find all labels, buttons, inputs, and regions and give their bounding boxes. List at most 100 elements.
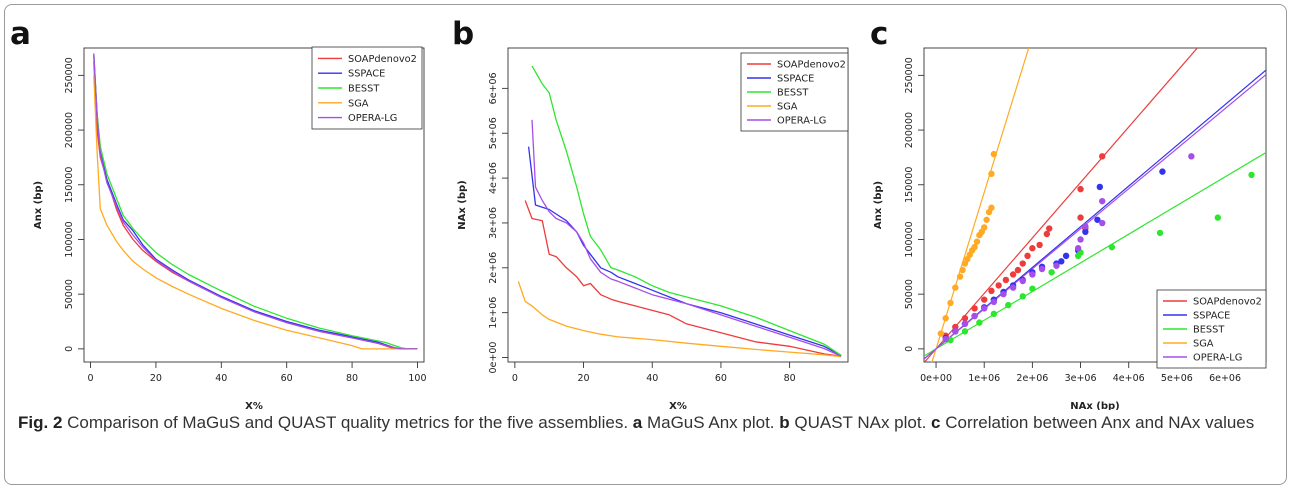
scatter-point-soapdenovo2 <box>961 315 969 322</box>
x-tick-label: 0e+00 <box>920 373 952 384</box>
scatter-point-sspace <box>1159 168 1166 175</box>
scatter-point-sga <box>947 299 954 307</box>
x-tick-label: 2e+06 <box>1016 373 1048 384</box>
chart-legend: SOAPdenovo2 SSPACE BESST SGA OPERA-LG <box>311 46 423 130</box>
y-tick-label: 3e+06 <box>488 207 499 239</box>
chart-legend: SOAPdenovo2 SSPACE BESST SGA OPERA-LG <box>1156 289 1267 369</box>
y-axis-label: Anx (bp) <box>33 181 44 229</box>
y-tick-label: 250000 <box>904 57 915 93</box>
x-tick-label: 60 <box>281 373 293 384</box>
scatter-point-soapdenovo2 <box>1014 266 1022 274</box>
caption-text-3: QUAST NAx plot. <box>789 413 932 432</box>
scatter-point-opera-lg <box>1077 236 1084 243</box>
y-tick-label: 150000 <box>64 167 75 203</box>
panel-label-c: c <box>870 16 888 52</box>
x-tick-label: 40 <box>646 373 658 384</box>
y-tick-label: 100000 <box>904 221 915 257</box>
legend-entry-label: SGA <box>777 102 798 113</box>
caption-text-4: Correlation between Anx and NAx values <box>940 413 1255 432</box>
scatter-point-sspace <box>1094 216 1101 223</box>
scatter-point-soapdenovo2 <box>1077 185 1084 193</box>
regression-line-sga <box>931 48 1030 362</box>
series-line-sga <box>93 75 418 350</box>
legend-entry-label: OPERA-LG <box>348 113 397 124</box>
y-tick-label: 100000 <box>64 221 75 257</box>
x-tick-label: 20 <box>578 373 590 384</box>
scatter-point-opera-lg <box>981 305 988 312</box>
legend-entry-label: BESST <box>777 88 809 99</box>
scatter-point-soapdenovo2 <box>971 305 978 312</box>
scatter-point-besst <box>947 336 954 344</box>
scatter-point-opera-lg <box>990 298 998 306</box>
y-tick-label: 50000 <box>64 279 75 309</box>
scatter-point-besst <box>1029 285 1036 292</box>
scatter-point-sspace <box>1062 252 1070 260</box>
scatter-point-sga <box>988 204 995 211</box>
scatter-point-soapdenovo2 <box>1036 241 1043 249</box>
scatter-point-soapdenovo2 <box>1019 260 1026 267</box>
scatter-point-opera-lg <box>952 328 959 335</box>
scatter-point-soapdenovo2 <box>981 296 988 303</box>
scatter-point-opera-lg <box>1029 271 1036 278</box>
panel-label-a: a <box>10 16 31 52</box>
plot-frame <box>83 47 425 363</box>
caption-label-b: b <box>779 413 790 432</box>
scatter-point-sga <box>942 315 949 322</box>
series-line-opera-lg <box>531 119 842 357</box>
scatter-point-besst <box>1005 301 1012 309</box>
x-tick-label: 4e+06 <box>1113 373 1145 384</box>
y-tick-label: 0 <box>64 346 75 352</box>
scatter-point-opera-lg <box>1053 262 1060 269</box>
scatter-point-sga <box>983 216 990 223</box>
legend-entry-label: SSPACE <box>777 74 814 85</box>
x-tick-label: 40 <box>215 373 227 384</box>
scatter-point-besst <box>1019 293 1026 300</box>
x-tick-label: 0 <box>512 373 518 384</box>
plot-frame <box>923 47 1267 363</box>
legend-entry-label: SOAPdenovo2 <box>1193 297 1262 308</box>
scatter-point-opera-lg <box>1019 277 1026 285</box>
y-tick-label: 0 <box>904 346 915 352</box>
series-line-sspace <box>527 146 842 356</box>
y-tick-label: 1e+06 <box>488 297 499 329</box>
scatter-point-opera-lg <box>1188 153 1195 160</box>
scatter-point-besst <box>990 310 998 318</box>
scatter-point-soapdenovo2 <box>1077 214 1084 221</box>
scatter-point-soapdenovo2 <box>1043 230 1051 238</box>
scatter-point-sga <box>937 330 945 337</box>
caption-text-2: MaGuS Anx plot. <box>642 413 780 432</box>
scatter-point-opera-lg <box>942 335 949 343</box>
regression-line-opera-lg <box>924 74 1266 360</box>
scatter-point-sga <box>981 224 988 231</box>
scatter-point-opera-lg <box>1099 219 1106 227</box>
scatter-point-sga <box>952 284 959 291</box>
scatter-point-sga <box>973 238 981 245</box>
y-tick-label: 0e+00 <box>488 342 499 374</box>
scatter-point-opera-lg <box>971 312 978 320</box>
x-axis-label: X% <box>245 401 263 410</box>
legend-entry-label: SSPACE <box>1193 311 1230 322</box>
legend-entry-label: OPERA-LG <box>777 116 826 127</box>
y-tick-label: 2e+06 <box>488 252 499 284</box>
x-axis-label: NAx (bp) <box>1070 401 1120 410</box>
y-tick-label: 250000 <box>64 57 75 93</box>
y-tick-label: 6e+06 <box>488 72 499 104</box>
caption-fig-label: Fig. 2 <box>18 413 63 432</box>
x-tick-label: 80 <box>346 373 358 384</box>
scatter-point-soapdenovo2 <box>1046 225 1053 232</box>
figure-caption: Fig. 2 Comparison of MaGuS and QUAST qua… <box>18 410 1273 436</box>
series-line-besst <box>93 53 418 350</box>
y-axis-label: Anx (bp) <box>873 181 884 229</box>
scatter-point-sga <box>990 150 998 158</box>
caption-label-a: a <box>632 413 643 432</box>
scatter-point-opera-lg <box>1000 290 1007 298</box>
scatter-point-opera-lg <box>1082 223 1089 230</box>
x-tick-label: 80 <box>784 373 796 384</box>
scatter-point-soapdenovo2 <box>1024 252 1031 260</box>
y-tick-label: 150000 <box>904 167 915 203</box>
y-tick-label: 50000 <box>904 279 915 309</box>
series-line-besst <box>531 65 842 356</box>
legend-entry-label: SSPACE <box>348 69 385 80</box>
series-line-opera-lg <box>93 53 418 350</box>
panel-label-b: b <box>452 16 474 52</box>
